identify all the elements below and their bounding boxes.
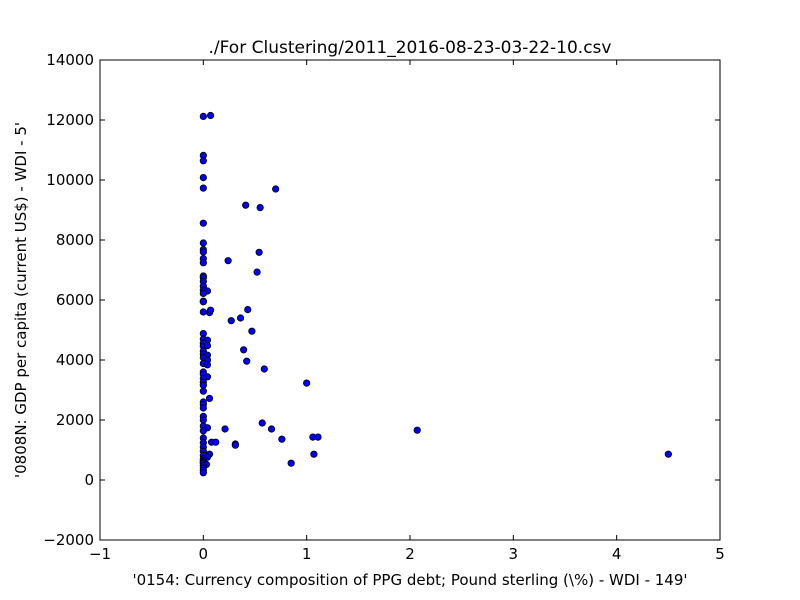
y-tick-label: 8000 bbox=[56, 231, 94, 249]
scatter-point bbox=[199, 427, 207, 435]
scatter-point bbox=[199, 259, 207, 267]
scatter-point bbox=[236, 314, 245, 322]
x-tick-label: 0 bbox=[199, 545, 209, 563]
scatter-point bbox=[199, 112, 207, 121]
scatter-point bbox=[199, 239, 207, 247]
y-tick-label: 14000 bbox=[46, 51, 94, 69]
scatter-point bbox=[199, 219, 207, 227]
y-tick-label: 12000 bbox=[46, 111, 94, 129]
scatter-point bbox=[203, 341, 212, 350]
scatter-point bbox=[240, 346, 248, 354]
scatter-point bbox=[212, 438, 220, 446]
scatter-point bbox=[224, 257, 232, 265]
scatter-point bbox=[199, 416, 207, 424]
x-tick-label: 1 bbox=[302, 545, 312, 563]
axis-ticks: −1 0 1 2 3 4 5 −2000 0 2000 4000 6000 8000 10000 12000… bbox=[43, 51, 725, 563]
scatter-point bbox=[199, 308, 207, 316]
scatter-point bbox=[278, 435, 286, 443]
x-tick-label: 4 bbox=[612, 545, 622, 563]
plot-area-frame bbox=[99, 59, 721, 541]
scatter-point bbox=[227, 317, 235, 325]
scatter-point bbox=[303, 379, 311, 387]
x-axis-label: '0154: Currency composition of PPG debt;… bbox=[132, 571, 687, 589]
scatter-point bbox=[231, 441, 239, 449]
scatter-point bbox=[199, 387, 207, 395]
x-tick-label: 2 bbox=[405, 545, 415, 563]
scatter-point bbox=[199, 469, 207, 477]
x-tick-label: 5 bbox=[715, 545, 725, 563]
y-tick-label: 10000 bbox=[46, 171, 94, 189]
y-tick-label: 4000 bbox=[56, 351, 94, 369]
scatter-point bbox=[242, 201, 250, 209]
scatter-point bbox=[272, 185, 280, 193]
scatter-point bbox=[199, 404, 207, 412]
scatter-point bbox=[221, 425, 229, 433]
scatter-point bbox=[260, 365, 268, 373]
scatter-point bbox=[206, 111, 215, 120]
scatter-point bbox=[206, 306, 215, 314]
scatter-point bbox=[310, 450, 318, 458]
scatter-point bbox=[199, 157, 207, 165]
scatter-point bbox=[199, 289, 207, 297]
scatter-point bbox=[244, 305, 252, 314]
scatter-point bbox=[287, 459, 295, 467]
scatter-point bbox=[258, 419, 266, 427]
y-tick-label: 0 bbox=[84, 471, 94, 489]
scatter-point bbox=[413, 426, 421, 434]
scatter-point bbox=[267, 425, 276, 433]
scatter-point bbox=[205, 394, 214, 402]
scatter-point bbox=[664, 450, 672, 458]
y-tick-label: 2000 bbox=[56, 411, 94, 429]
chart-title: ./For Clustering/2011_2016-08-23-03-22-1… bbox=[209, 38, 612, 58]
x-tick-label: 3 bbox=[509, 545, 519, 563]
scatter-point bbox=[199, 174, 207, 182]
scatter-point bbox=[199, 298, 207, 306]
scatter-point bbox=[248, 327, 256, 335]
scatter-point bbox=[199, 184, 207, 192]
scatter-point bbox=[203, 361, 212, 369]
scatter-point bbox=[199, 381, 207, 389]
scatter-point bbox=[255, 248, 263, 256]
y-tick-label: −2000 bbox=[43, 531, 94, 549]
scatter-point bbox=[314, 433, 322, 441]
x-tick-label: −1 bbox=[89, 545, 111, 563]
scatter-point bbox=[243, 357, 251, 365]
y-axis-label: '0808N: GDP per capita (current US$) - W… bbox=[12, 122, 30, 478]
scatter-point bbox=[199, 248, 207, 256]
points-layer bbox=[199, 111, 672, 477]
y-tick-label: 6000 bbox=[56, 291, 94, 309]
scatter-point bbox=[253, 268, 261, 276]
scatter-point bbox=[256, 204, 264, 212]
